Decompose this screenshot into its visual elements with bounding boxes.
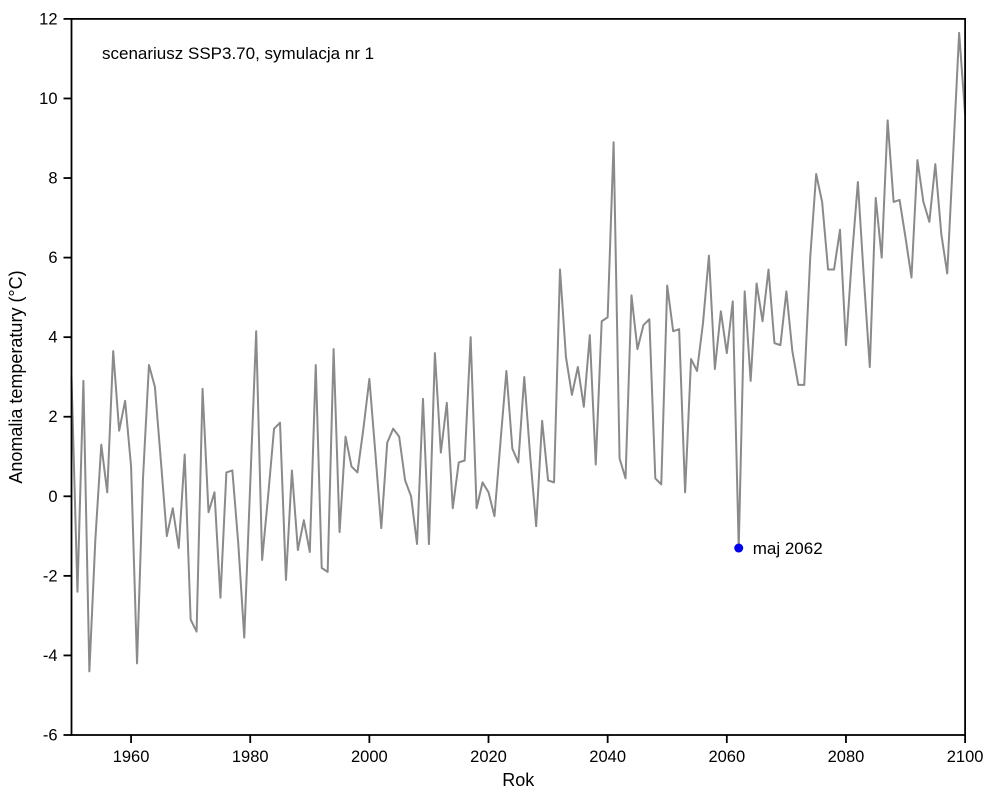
- annotation-label: maj 2062: [753, 539, 823, 558]
- y-tick-label: 0: [48, 488, 57, 506]
- annotation-marker-dot: [734, 543, 744, 553]
- y-tick-label: 4: [48, 329, 57, 347]
- y-tick-label: -6: [43, 727, 58, 745]
- temperature-anomaly-line: [70, 31, 967, 673]
- x-tick-label: 1980: [232, 748, 269, 766]
- plot-area: [70, 17, 966, 736]
- chart-title: scenariusz SSP3.70, symulacja nr 1: [102, 44, 374, 63]
- y-tick-label: 2: [48, 408, 57, 426]
- x-tick-label: 2080: [828, 748, 865, 766]
- x-tick-label: 2020: [470, 748, 507, 766]
- y-tick-label: -4: [43, 647, 58, 665]
- x-tick-label: 2100: [947, 748, 984, 766]
- x-tick-label: 2040: [589, 748, 626, 766]
- y-axis-label: Anomalia temperatury (°C): [6, 270, 26, 483]
- x-tick-label: 2000: [351, 748, 388, 766]
- axis-ticks: 1960 1980 2000 2020 2040 2060 2080 2100 -6 -4 -2 0 2…: [39, 10, 983, 766]
- x-axis-label: Rok: [502, 770, 535, 790]
- line-series: [70, 31, 967, 673]
- x-tick-label: 2060: [708, 748, 745, 766]
- y-tick-label: 6: [48, 249, 57, 267]
- y-tick-label: 8: [48, 170, 57, 188]
- x-tick-label: 1960: [113, 748, 150, 766]
- y-tick-label: -2: [43, 567, 58, 585]
- y-tick-label: 10: [39, 90, 57, 108]
- y-tick-label: 12: [39, 10, 57, 28]
